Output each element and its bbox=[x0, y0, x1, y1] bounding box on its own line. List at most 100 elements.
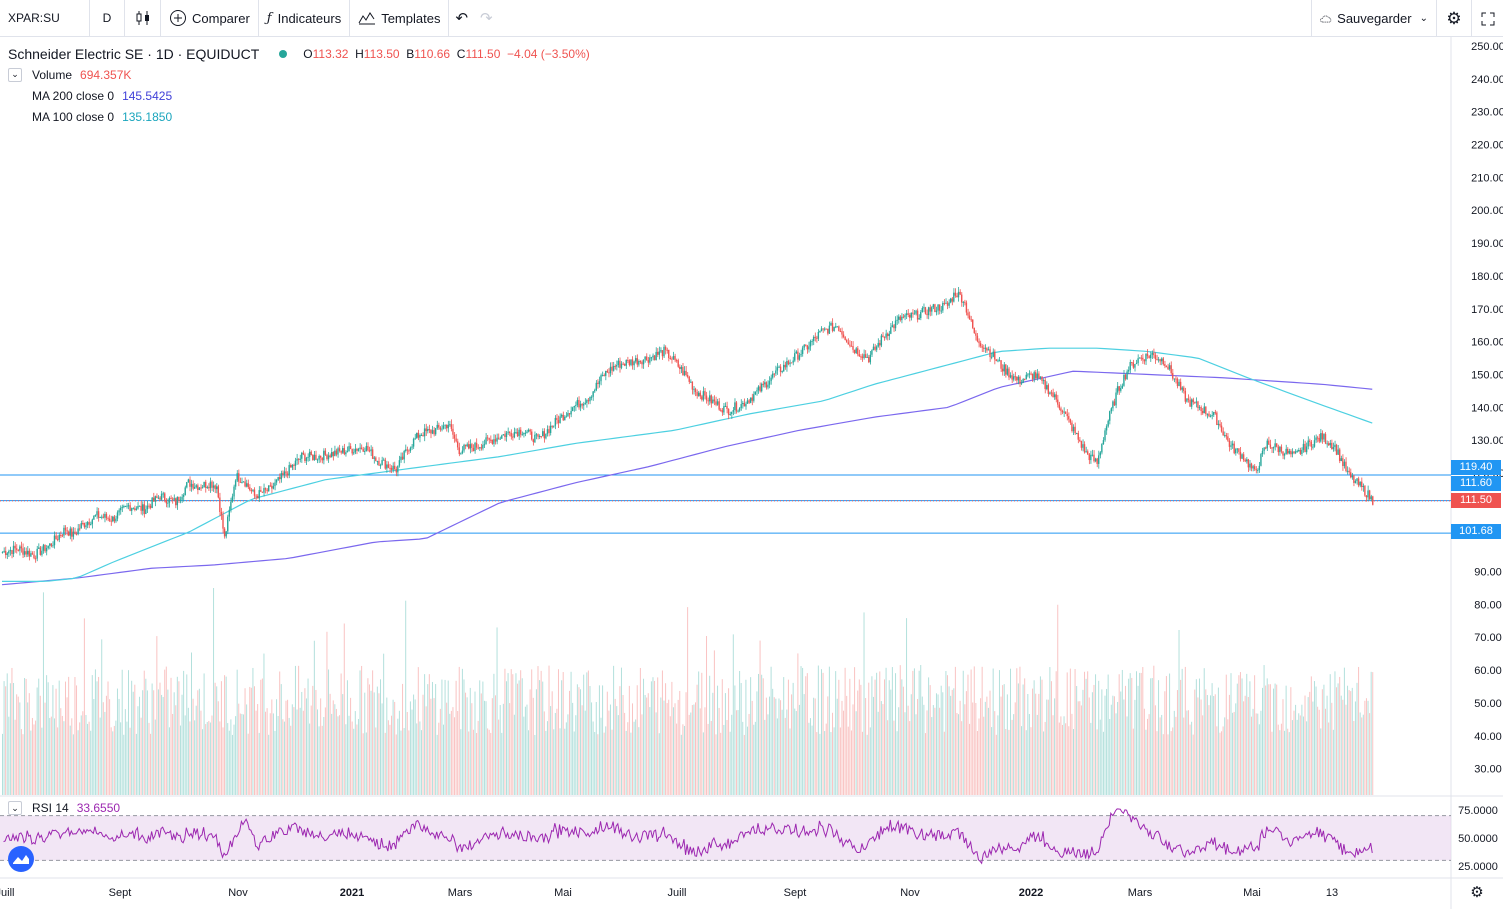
candle-body bbox=[222, 515, 224, 529]
candle-body bbox=[99, 516, 101, 518]
candle-body bbox=[1294, 451, 1297, 454]
candle-body bbox=[1230, 445, 1232, 447]
volume-bar bbox=[498, 719, 500, 795]
volume-bar bbox=[337, 716, 339, 795]
volume-bar bbox=[431, 681, 433, 795]
candle-body bbox=[211, 481, 213, 488]
candle-body bbox=[393, 465, 396, 469]
candle-body bbox=[160, 493, 163, 500]
candle-body bbox=[371, 449, 374, 459]
candle-body bbox=[1338, 449, 1341, 462]
save-label: Sauvegarder bbox=[1337, 11, 1412, 26]
volume-bar bbox=[260, 679, 262, 795]
volume-bar bbox=[14, 719, 16, 795]
candle-body bbox=[776, 367, 779, 371]
chart-type-button[interactable] bbox=[125, 0, 161, 37]
time-axis[interactable]: JuillSeptNov2021MarsMaiJuillSeptNov2022M… bbox=[0, 887, 1338, 899]
candle-body bbox=[108, 518, 111, 521]
volume-bar bbox=[890, 689, 892, 795]
volume-bar bbox=[546, 721, 548, 795]
symbol-search-button[interactable]: XPAR:SU bbox=[0, 0, 90, 37]
price-axis[interactable]: 250.00240.00230.00220.00210.00200.00190.… bbox=[1471, 41, 1503, 776]
compare-button[interactable]: Comparer bbox=[161, 0, 259, 37]
volume-bar bbox=[1101, 689, 1103, 795]
volume-bar bbox=[726, 719, 728, 795]
axis-settings-icon[interactable]: ⚙ bbox=[1470, 884, 1483, 901]
tradingview-logo[interactable] bbox=[8, 846, 34, 872]
candle-body bbox=[1211, 415, 1213, 417]
candle-body bbox=[1031, 373, 1034, 380]
volume-bar bbox=[116, 688, 118, 795]
templates-button[interactable]: Templates bbox=[350, 0, 450, 37]
volume-bar bbox=[695, 702, 696, 795]
candle-body bbox=[549, 425, 552, 433]
candle-body bbox=[307, 456, 309, 458]
volume-bar bbox=[1022, 684, 1024, 795]
volume-bar bbox=[266, 708, 268, 795]
candle-body bbox=[515, 432, 517, 434]
candle-body bbox=[606, 370, 608, 373]
volume-bar bbox=[746, 726, 748, 795]
horizontal-lines[interactable] bbox=[0, 474, 1451, 534]
volume-bar bbox=[1102, 731, 1104, 795]
series-title: Schneider Electric SE · 1D · EQUIDUCT bbox=[8, 45, 260, 62]
candle-body bbox=[431, 430, 434, 434]
volume-bar bbox=[529, 689, 531, 795]
candle-body bbox=[682, 366, 684, 376]
candle-body bbox=[340, 451, 342, 453]
fullscreen-button[interactable] bbox=[1471, 0, 1503, 37]
candle-body bbox=[1318, 438, 1320, 442]
volume-bar bbox=[460, 729, 462, 795]
volume-bar bbox=[403, 728, 405, 795]
interval-button[interactable]: D bbox=[90, 0, 125, 37]
candle-body bbox=[814, 336, 816, 338]
candle-body bbox=[282, 473, 284, 475]
collapse-legend-button[interactable]: ⌄ bbox=[8, 67, 22, 82]
candle-body bbox=[1274, 443, 1276, 448]
volume-bar bbox=[1274, 683, 1276, 795]
settings-button[interactable]: ⚙ bbox=[1436, 0, 1471, 37]
collapse-rsi-button[interactable]: ⌄ bbox=[8, 801, 22, 815]
volume-bar bbox=[1318, 709, 1320, 795]
volume-bar bbox=[531, 669, 533, 795]
candle-body bbox=[1035, 372, 1037, 379]
candle-body bbox=[627, 359, 629, 361]
candle-body bbox=[1203, 406, 1205, 414]
candle-body bbox=[439, 427, 442, 430]
candle-body bbox=[976, 335, 979, 342]
undo-button[interactable]: ↶ bbox=[449, 0, 474, 37]
volume-bar bbox=[1364, 700, 1366, 795]
candle-body bbox=[403, 450, 405, 460]
chart-canvas[interactable]: 250.00240.00230.00220.00210.00200.00190.… bbox=[0, 37, 1503, 909]
candle-body bbox=[118, 510, 120, 513]
candle-body bbox=[41, 550, 43, 555]
volume-bar bbox=[1148, 714, 1150, 795]
candle-body bbox=[52, 545, 54, 547]
candle-body bbox=[49, 543, 51, 546]
volume-bar bbox=[121, 669, 123, 795]
volume-bar bbox=[767, 714, 769, 795]
redo-button[interactable]: ↷ bbox=[474, 0, 499, 37]
volume-bar bbox=[213, 588, 215, 795]
candle-body bbox=[715, 401, 717, 405]
candle-body bbox=[657, 351, 659, 355]
volume-bar bbox=[554, 712, 556, 795]
time-axis-label: 2022 bbox=[1019, 887, 1043, 899]
candle-body bbox=[597, 382, 599, 385]
indicators-button[interactable]: ƒ Indicateurs bbox=[259, 0, 351, 37]
candle-body bbox=[502, 434, 505, 436]
volume-bar bbox=[1310, 676, 1312, 795]
volume-bar bbox=[1277, 724, 1279, 795]
volume-bar bbox=[1271, 731, 1273, 795]
candle-body bbox=[115, 518, 117, 522]
candle-body bbox=[255, 495, 257, 497]
volume-bar bbox=[616, 706, 618, 795]
candle-body bbox=[564, 416, 566, 421]
volume-bar bbox=[454, 717, 456, 795]
volume-bar bbox=[383, 653, 385, 795]
volume-bar bbox=[1326, 695, 1328, 795]
volume-bar bbox=[1164, 691, 1166, 795]
candle-body bbox=[951, 298, 953, 302]
save-button[interactable]: Sauvegarder ⌄ bbox=[1311, 0, 1436, 37]
volume-bar bbox=[1080, 705, 1082, 795]
